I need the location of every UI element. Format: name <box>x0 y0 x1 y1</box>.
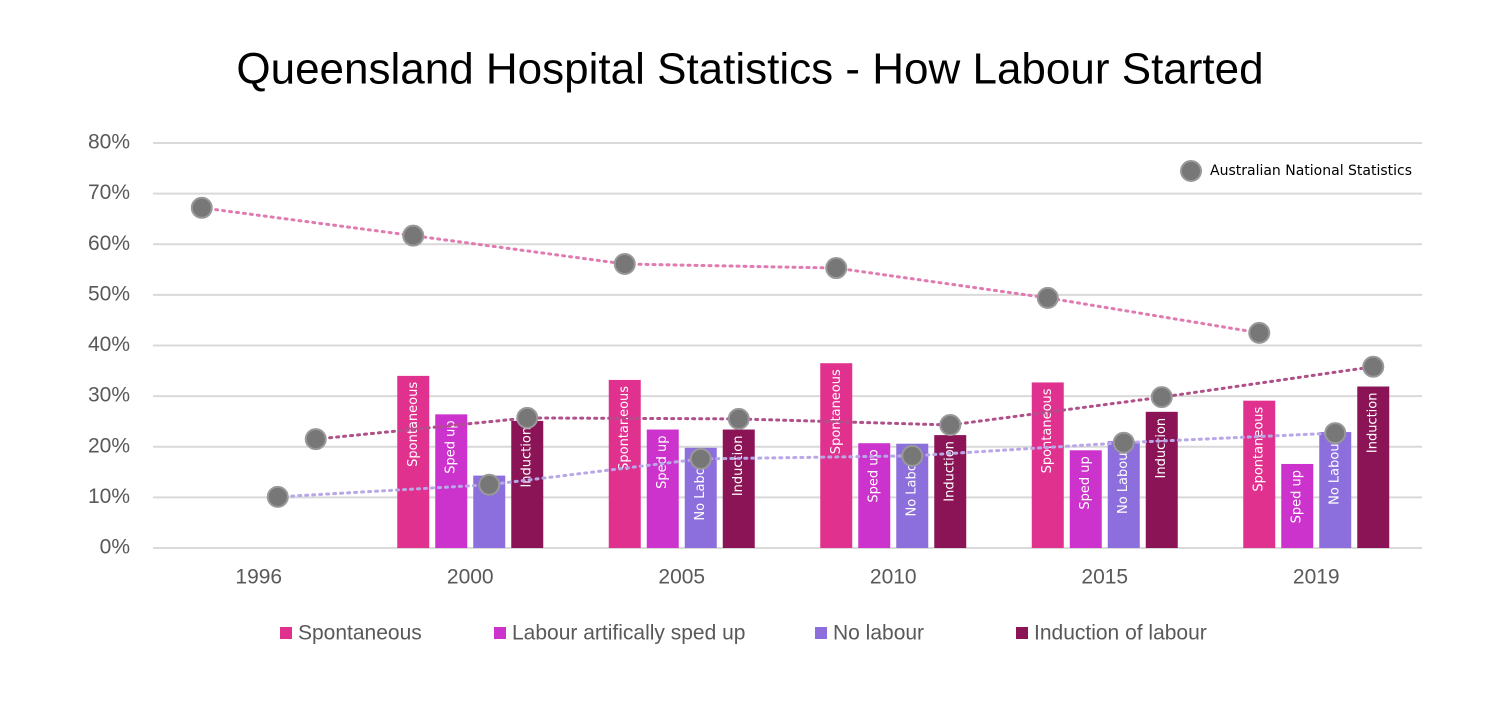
x-tick-label: 2010 <box>870 566 917 589</box>
bar-label: Induction <box>1154 418 1169 479</box>
chart-title: Queensland Hospital Statistics - How Lab… <box>236 45 1263 94</box>
national-marker <box>1324 422 1347 445</box>
bar <box>608 379 641 548</box>
bar-label: Spontaneous <box>406 382 421 467</box>
x-tick-label: 2015 <box>1081 566 1128 589</box>
bar <box>722 429 755 548</box>
bar <box>435 414 468 548</box>
bar-label: No Labour <box>1328 437 1343 504</box>
trend-line <box>314 365 1375 441</box>
bar-label: No Labour <box>1116 447 1131 514</box>
bar-label: Sped up <box>1078 456 1093 509</box>
national-marker <box>825 257 848 280</box>
national-marker <box>304 428 327 451</box>
national-marker <box>516 406 539 429</box>
national-marker <box>901 444 924 467</box>
bar-label: Sped up <box>867 449 882 502</box>
national-marker <box>1036 286 1059 309</box>
bar-label: Spontaneous <box>617 386 632 471</box>
national-marker <box>266 485 289 508</box>
national-marker <box>727 407 750 430</box>
trend-line <box>276 431 1337 499</box>
bar <box>646 429 679 548</box>
bar-label: Sped up <box>444 420 459 473</box>
bar-label: Spontaneous <box>829 369 844 454</box>
bar <box>511 420 544 548</box>
legend-marker <box>1180 160 1202 182</box>
national-marker <box>1362 355 1385 378</box>
y-tick-label: 0% <box>100 536 130 559</box>
national-marker <box>1112 431 1135 454</box>
bar-label: No Labour <box>693 453 708 520</box>
bar <box>1357 386 1390 548</box>
y-tick-label: 30% <box>88 384 130 407</box>
bar-label: Induction <box>943 441 958 502</box>
bar <box>1069 450 1102 548</box>
x-tick-label: 2000 <box>447 566 494 589</box>
bar-label: Induction <box>520 427 535 488</box>
national-marker <box>613 252 636 275</box>
legend-label: Spontaneous <box>298 622 422 645</box>
y-tick-label: 70% <box>88 181 130 204</box>
y-tick-label: 20% <box>88 434 130 457</box>
bar <box>1145 411 1178 548</box>
x-tick-label: 1996 <box>235 566 282 589</box>
bar <box>1281 463 1314 548</box>
legend-swatch <box>280 627 292 639</box>
y-tick-label: 50% <box>88 282 130 305</box>
x-tick-label: 2005 <box>658 566 705 589</box>
y-tick-label: 40% <box>88 333 130 356</box>
national-marker <box>1248 321 1271 344</box>
legend-label: Induction of labour <box>1034 622 1207 645</box>
legend-label: No labour <box>833 622 924 645</box>
legend-swatch <box>1016 627 1028 639</box>
bar-label: Spontaneous <box>1040 388 1055 473</box>
y-tick-label: 10% <box>88 485 130 508</box>
legend-swatch <box>494 627 506 639</box>
x-tick-label: 2019 <box>1293 566 1340 589</box>
national-marker <box>478 473 501 496</box>
legend-swatch <box>815 627 827 639</box>
bar <box>858 443 891 548</box>
bar <box>1107 441 1140 548</box>
national-marker <box>939 413 962 436</box>
bar-label: Induction <box>731 436 746 497</box>
national-marker <box>689 447 712 470</box>
bar <box>397 375 430 548</box>
national-marker <box>402 224 425 247</box>
legend-label: Australian National Statistics <box>1210 163 1412 179</box>
bar <box>1243 400 1276 548</box>
national-marker <box>1150 386 1173 409</box>
bar-label: Sped up <box>1290 470 1305 523</box>
bar <box>1319 432 1352 548</box>
trend-line <box>200 206 1261 335</box>
national-marker <box>190 196 213 219</box>
bar-label: Spontaneous <box>1252 406 1267 491</box>
legend-label: Labour artifically sped up <box>512 622 745 645</box>
y-tick-label: 60% <box>88 232 130 255</box>
y-tick-label: 80% <box>88 131 130 154</box>
bar-label: Induction <box>1366 393 1381 454</box>
